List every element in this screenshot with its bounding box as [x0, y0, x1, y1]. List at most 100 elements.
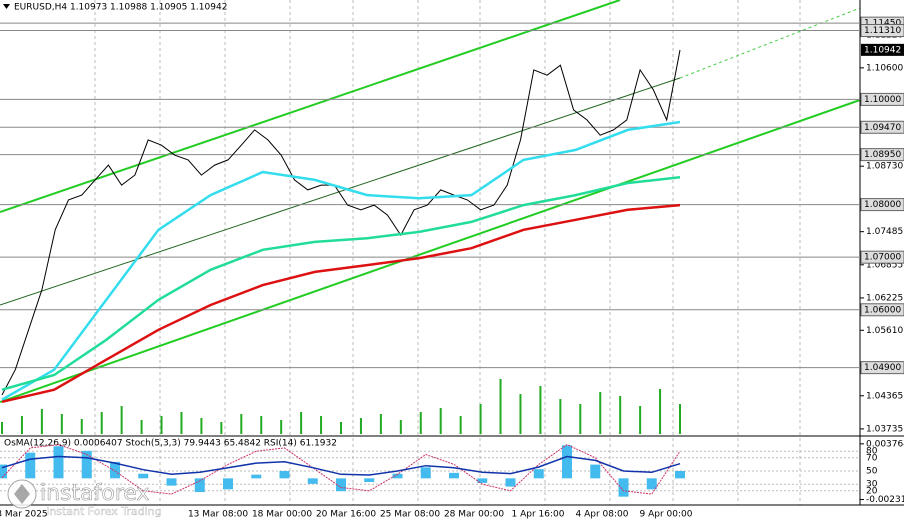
stoch-line [1, 444, 681, 495]
osma-bar [364, 478, 375, 482]
volume-bar [399, 420, 402, 434]
chart-title: EURUSD,H4 1.10973 1.10988 1.10905 1.1094… [14, 3, 227, 13]
volume-bar [320, 416, 323, 434]
osma-bar [420, 467, 431, 479]
y-tick-label: 1.07485 [866, 227, 903, 237]
level-label: 70 [866, 453, 878, 463]
osma-bar [279, 471, 290, 479]
current-box [861, 43, 904, 56]
volume-bar [140, 420, 143, 434]
level-label: 1.04900 [864, 363, 901, 373]
volume-bar [579, 404, 582, 434]
symbol-icon [3, 4, 10, 9]
x-tick-label: 3 Mar 2025 [0, 510, 48, 520]
osma-bar [166, 478, 177, 486]
indicator-label: OsMA(12,26,9) 0.0006407 Stoch(5,3,3) 79.… [4, 439, 337, 449]
osma-bar [251, 474, 262, 479]
x-tick-label: 13 Mar 08:00 [188, 510, 248, 520]
level-label: 50 [866, 467, 878, 477]
x-tick-label: 20 Mar 16:00 [316, 510, 376, 520]
volume-bar [559, 399, 562, 434]
y-tick-label: 1.06855 [866, 260, 903, 270]
level-box [860, 198, 904, 212]
volume-bar [659, 389, 662, 434]
level-box [860, 361, 904, 375]
volume-bar [200, 418, 203, 434]
osma-bar [562, 445, 572, 479]
volume-bar [439, 408, 442, 434]
osma-bar [336, 478, 346, 492]
level-box [860, 24, 904, 38]
volume-bar [280, 420, 283, 434]
y-tick-label: 1.06225 [866, 293, 903, 303]
volume-bar [1, 422, 3, 434]
volume-bar [240, 414, 243, 434]
osma-bar [307, 478, 318, 484]
volume-bar [60, 414, 63, 434]
level-box [860, 120, 904, 134]
x-tick-label: 25 Mar 08:00 [380, 510, 440, 520]
x-tick-label: 1 Apr 16:00 [512, 510, 565, 520]
level-label: 1.09470 [864, 123, 901, 133]
moving-average [1, 120, 681, 401]
y-tick-label: 1.05610 [866, 326, 903, 336]
volume-bar [499, 379, 502, 434]
moving-average [1, 203, 681, 404]
y-tick-label: 1.08730 [866, 162, 903, 172]
osma-bar [25, 452, 36, 479]
v-grid [94, 0, 801, 505]
level-label: 20 [866, 486, 878, 496]
x-tick-label: 9 Apr 00:00 [640, 510, 693, 520]
osma-bar [590, 464, 601, 479]
volume-bar [519, 394, 522, 434]
watermark: instaforex Instant Forex Trading [7, 479, 162, 518]
osma-bar [477, 478, 488, 483]
osma-bar [81, 450, 92, 479]
osma-bar [194, 478, 205, 493]
osma-bar [618, 478, 629, 497]
osma-bar [675, 471, 685, 479]
osma-bar [110, 461, 120, 479]
current-label: 1.10942 [864, 45, 901, 55]
y-tick-label: 1.03735 [866, 424, 903, 434]
osma-bar [138, 473, 149, 479]
level-label: 1.11450 [864, 19, 901, 29]
volume-bar [120, 406, 123, 434]
level-label: 1.07000 [864, 253, 901, 263]
level-box [860, 148, 904, 162]
osma-bar [0, 464, 7, 479]
volume-bar [459, 416, 462, 434]
channel [0, 0, 861, 403]
volume-bar [340, 422, 342, 434]
level-box [860, 303, 904, 317]
level-label: 1.11310 [864, 26, 901, 36]
level-label: 30 [866, 480, 878, 490]
osma-bar [53, 446, 64, 479]
volume-bar [260, 416, 263, 434]
osma-bar [449, 472, 459, 479]
osma-bar [505, 478, 516, 487]
osma-bar [533, 469, 544, 479]
x-tick-label: 4 Apr 08:00 [576, 510, 629, 520]
watermark-brand: instaforex [40, 481, 150, 506]
y-tick-label: 0.003764 [866, 439, 904, 449]
y-tick-label: 1.10600 [866, 63, 903, 73]
volume-bar [679, 404, 681, 434]
price-line [1, 49, 681, 396]
x-tick-label: 28 Mar 00:00 [444, 510, 504, 520]
volume-bar [100, 412, 103, 434]
volume-bar [619, 396, 622, 434]
volume-bar [40, 409, 43, 434]
level-label: 80 [866, 447, 878, 457]
volume-bar [300, 412, 303, 434]
watermark-tagline: Instant Forex Trading [46, 505, 162, 518]
volume-bar [220, 422, 223, 434]
volume-bar [599, 392, 602, 434]
level-label: 1.08000 [864, 200, 901, 210]
volume-bar [419, 412, 422, 434]
volume-bar [639, 406, 642, 434]
volume-bar [180, 412, 183, 434]
level-box [860, 250, 904, 264]
